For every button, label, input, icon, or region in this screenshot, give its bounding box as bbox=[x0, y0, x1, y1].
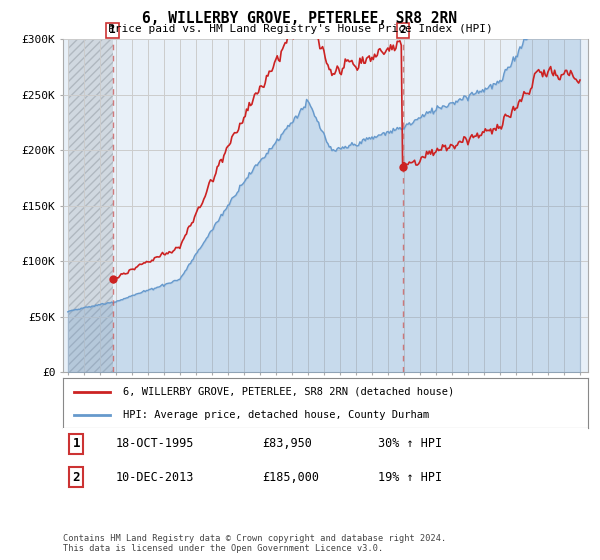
Text: Price paid vs. HM Land Registry's House Price Index (HPI): Price paid vs. HM Land Registry's House … bbox=[107, 24, 493, 34]
Text: Contains HM Land Registry data © Crown copyright and database right 2024.
This d: Contains HM Land Registry data © Crown c… bbox=[63, 534, 446, 553]
Text: 18-OCT-1995: 18-OCT-1995 bbox=[115, 437, 194, 450]
Text: 2: 2 bbox=[73, 471, 80, 484]
Text: 1: 1 bbox=[109, 25, 116, 35]
Text: 10-DEC-2013: 10-DEC-2013 bbox=[115, 471, 194, 484]
Text: £185,000: £185,000 bbox=[263, 471, 320, 484]
Text: 6, WILLERBY GROVE, PETERLEE, SR8 2RN (detached house): 6, WILLERBY GROVE, PETERLEE, SR8 2RN (de… bbox=[124, 386, 455, 396]
Text: HPI: Average price, detached house, County Durham: HPI: Average price, detached house, Coun… bbox=[124, 410, 430, 420]
Text: 19% ↑ HPI: 19% ↑ HPI bbox=[378, 471, 442, 484]
Text: 2: 2 bbox=[400, 25, 407, 35]
Text: 6, WILLERBY GROVE, PETERLEE, SR8 2RN: 6, WILLERBY GROVE, PETERLEE, SR8 2RN bbox=[143, 11, 458, 26]
Text: 30% ↑ HPI: 30% ↑ HPI bbox=[378, 437, 442, 450]
Text: 1: 1 bbox=[73, 437, 80, 450]
Text: £83,950: £83,950 bbox=[263, 437, 313, 450]
Bar bbox=[68, 39, 113, 372]
